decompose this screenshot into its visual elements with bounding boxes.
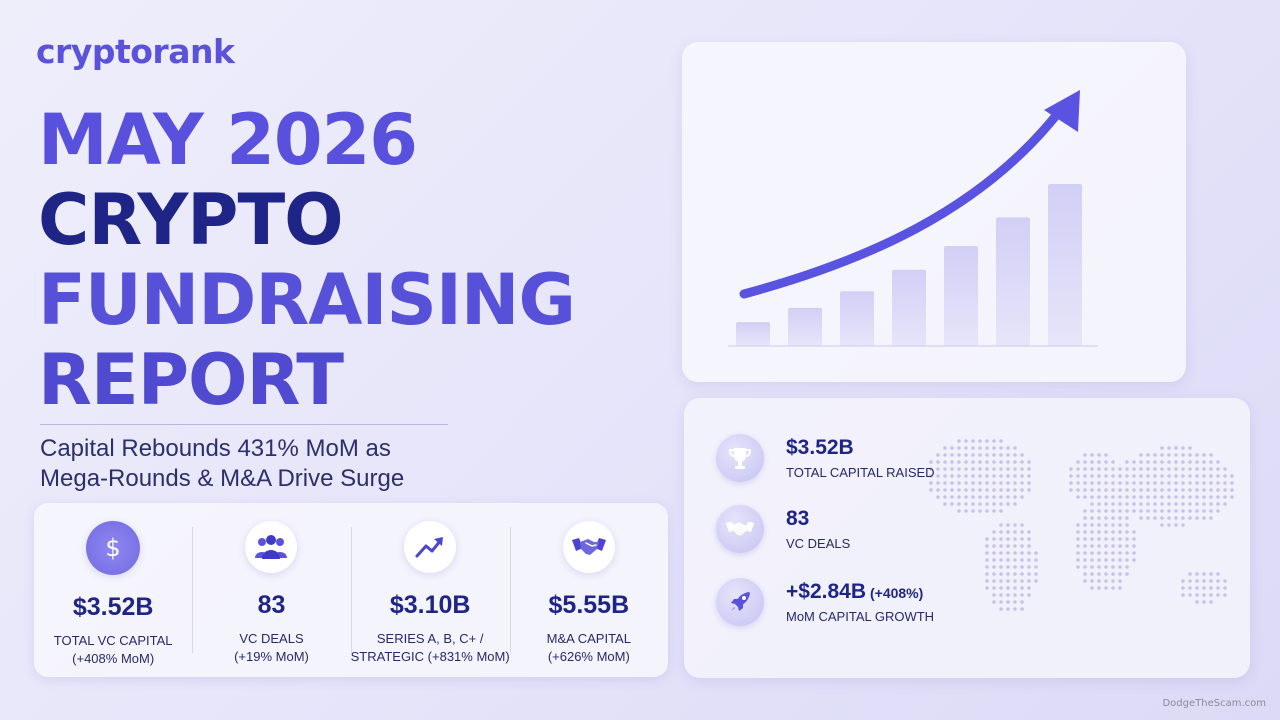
stat-label: TOTAL VC CAPITAL (+408% MoM): [54, 632, 173, 668]
stat-label: M&A CAPITAL (+626% MoM): [547, 630, 631, 666]
headline-divider: [40, 424, 448, 425]
trophy-icon: [716, 434, 764, 482]
headline-line-4: REPORT: [38, 339, 344, 421]
stat-label-line-2: (+408% MoM): [72, 651, 155, 666]
growth-chart-card: [682, 42, 1186, 382]
stat-label-line-1: TOTAL VC CAPITAL: [53, 633, 173, 648]
stat-label-line-1: VC DEALS: [239, 631, 304, 646]
summary-value: 83: [786, 507, 810, 530]
stat-value: 83: [257, 591, 286, 619]
watermark: DodgeTheScam.com: [1162, 698, 1266, 709]
stat-label-line-2: (+626% MoM): [547, 649, 630, 664]
stat-label: VC DEALS (+19% MoM): [234, 630, 309, 666]
report-headline: MAY 2026 CRYPTO FUNDRAISING REPORT: [38, 100, 638, 420]
world-map-graphic: [929, 439, 1234, 611]
summary-percent: (+408%): [869, 585, 924, 601]
summary-card: $3.52B TOTAL CAPITAL RAISED 83 VC DEALS: [684, 398, 1250, 678]
summary-value: +$2.84B (+408%): [786, 580, 924, 603]
headline-line-3: FUNDRAISING: [38, 259, 576, 341]
summary-vc-deals: 83 VC DEALS: [716, 505, 850, 553]
cryptorank-logo: cryptorank: [36, 32, 235, 71]
stat-vc-deals: 83 VC DEALS (+19% MoM): [192, 503, 350, 677]
stat-label-line-2: STRATEGIC (+831% MoM): [350, 649, 510, 664]
svg-text:$: $: [106, 534, 121, 562]
chart-bar: [1048, 184, 1082, 346]
stat-total-vc-capital: $ $3.52B TOTAL VC CAPITAL (+408% MoM): [34, 503, 192, 677]
handshake-icon: [562, 521, 615, 573]
chart-bar: [944, 245, 978, 346]
dollar-icon: $: [86, 521, 141, 575]
summary-total-capital: $3.52B TOTAL CAPITAL RAISED: [716, 434, 935, 482]
stat-series-strategic: $3.10B SERIES A, B, C+ / STRATEGIC (+831…: [350, 503, 510, 677]
chart-bar: [736, 322, 770, 346]
rocket-icon: [716, 578, 764, 626]
subtitle-line-1: Capital Rebounds 431% MoM as: [40, 435, 391, 462]
summary-label: MoM CAPITAL GROWTH: [786, 609, 935, 624]
trend-up-icon: [404, 521, 457, 573]
users-icon: [245, 521, 298, 573]
stat-value: $3.10B: [389, 591, 471, 619]
summary-label: VC DEALS: [786, 536, 851, 551]
chart-bar: [840, 291, 874, 346]
headline-line-2: CRYPTO: [38, 179, 344, 261]
stat-value: $5.55B: [548, 591, 630, 619]
headline-line-1: MAY 2026: [38, 99, 418, 181]
growth-bar-chart: [728, 90, 1098, 347]
stat-label-line-1: SERIES A, B, C+ /: [376, 631, 484, 646]
summary-value: $3.52B: [786, 436, 854, 459]
chart-bar: [788, 307, 822, 346]
chart-bar: [996, 217, 1030, 346]
trend-arrow-line: [739, 103, 1067, 299]
stat-label: SERIES A, B, C+ / STRATEGIC (+831% MoM): [351, 630, 510, 666]
stat-value: $3.52B: [72, 593, 154, 621]
stat-ma-capital: $5.55B M&A CAPITAL (+626% MoM): [509, 503, 668, 677]
summary-mom-growth: +$2.84B (+408%) MoM CAPITAL GROWTH: [716, 578, 934, 626]
stat-label-line-2: (+19% MoM): [234, 649, 309, 664]
report-subtitle: Capital Rebounds 431% MoM as Mega-Rounds…: [40, 434, 480, 494]
summary-label: TOTAL CAPITAL RAISED: [786, 465, 935, 480]
trend-arrow-head: [1044, 90, 1080, 132]
chart-bar: [892, 269, 926, 346]
handshake-icon: [716, 505, 764, 553]
stat-label-line-1: M&A CAPITAL: [546, 631, 631, 646]
stats-card: $ $3.52B TOTAL VC CAPITAL (+408% MoM) 83…: [34, 503, 668, 677]
subtitle-line-2: Mega-Rounds & M&A Drive Surge: [40, 465, 405, 492]
